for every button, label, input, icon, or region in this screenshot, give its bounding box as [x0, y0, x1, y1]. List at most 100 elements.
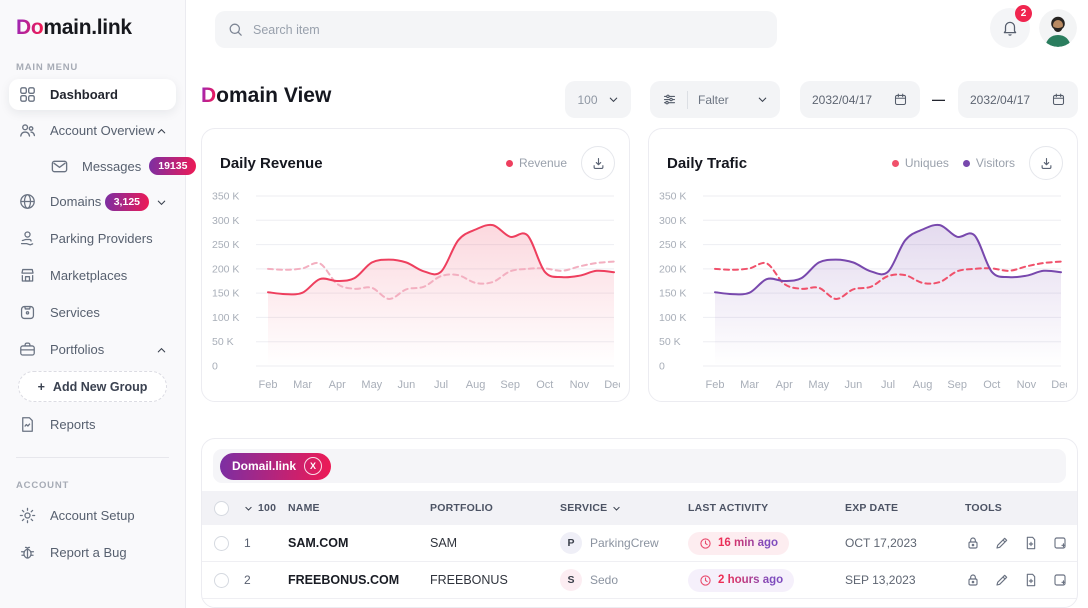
sidebar-item-report-a-bug[interactable]: Report a Bug: [9, 534, 176, 571]
logo-accent: Do: [16, 16, 44, 39]
page-title-accent: D: [201, 84, 217, 107]
legend-label: Uniques: [904, 156, 949, 170]
activity-pill: 16 min ago: [688, 531, 790, 555]
dashboard-icon: [18, 85, 37, 104]
svg-text:50 K: 50 K: [212, 336, 234, 348]
svg-text:Mar: Mar: [740, 379, 759, 391]
row-checkbox[interactable]: [214, 535, 229, 551]
sidebar-item-parking-providers[interactable]: Parking Providers: [9, 220, 176, 257]
sidebar-item-messages[interactable]: Messages 19135: [9, 149, 197, 183]
svg-text:50 K: 50 K: [659, 336, 681, 348]
table-row: 2 FREEBONUS.COM FREEBONUS S Sedo 2 hours …: [202, 562, 1077, 599]
search-icon: [227, 21, 244, 38]
row-checkbox[interactable]: [214, 572, 229, 588]
sidebar-item-marketplaces[interactable]: Marketplaces: [9, 257, 176, 294]
messages-count-badge: 19135: [149, 157, 197, 175]
edit-icon[interactable]: [994, 572, 1010, 588]
svg-text:200 K: 200 K: [212, 263, 239, 275]
sidebar-item-dashboard[interactable]: Dashboard: [9, 79, 176, 110]
sidebar-item-portfolios[interactable]: Portfolios: [9, 331, 176, 368]
filter-tag-label: Domail.link: [232, 459, 297, 473]
chevron-down-icon: [612, 504, 621, 513]
section-label-account: ACCOUNT: [16, 480, 70, 491]
date-to-picker[interactable]: 2032/04/17: [958, 81, 1078, 118]
svg-text:May: May: [808, 379, 829, 391]
reports-icon: [18, 415, 37, 434]
notifications-button[interactable]: 2: [990, 5, 1032, 48]
svg-text:Apr: Apr: [329, 379, 346, 391]
svg-text:Sep: Sep: [947, 379, 967, 391]
service-cell: S Sedo: [560, 569, 688, 591]
column-header-service[interactable]: SERVICE: [560, 502, 688, 514]
messages-icon: [50, 157, 69, 176]
date-from-picker[interactable]: 2032/04/17: [800, 81, 920, 118]
svg-text:Feb: Feb: [706, 379, 725, 391]
row-number: 2: [244, 573, 251, 587]
svg-text:Aug: Aug: [913, 379, 933, 391]
date-to-value: 2032/04/17: [970, 92, 1031, 107]
svg-text:0: 0: [659, 361, 665, 373]
sidebar-item-label: Parking Providers: [50, 231, 153, 246]
sidebar-item-services[interactable]: Services: [9, 294, 176, 331]
service-name: Sedo: [590, 573, 619, 587]
sidebar-item-account-setup[interactable]: Account Setup: [9, 497, 176, 534]
row-number: 1: [244, 536, 251, 550]
services-icon: [18, 303, 37, 322]
download-chart-button[interactable]: [1029, 146, 1063, 180]
filter-tag-domail-link[interactable]: Domail.link X: [220, 452, 332, 480]
duplicate-icon[interactable]: [1052, 572, 1068, 588]
divider: [687, 90, 688, 109]
lock-icon[interactable]: [965, 535, 981, 551]
marketplaces-icon: [18, 266, 37, 285]
search-input[interactable]: [253, 22, 765, 37]
chart-title: Daily Trafic: [667, 154, 748, 172]
add-new-group-button[interactable]: + Add New Group: [18, 371, 167, 402]
remove-filter-icon[interactable]: X: [304, 457, 323, 475]
download-icon: [591, 156, 606, 171]
legend-label: Visitors: [975, 156, 1015, 170]
daily-revenue-card: Daily Revenue Revenue 350 K 300 K 250 K 200…: [201, 128, 630, 402]
sidebar-item-reports[interactable]: Reports: [9, 406, 176, 443]
activity-text: 16 min ago: [718, 537, 779, 549]
exp-date: SEP 13,2023: [845, 573, 916, 587]
section-label-main-menu: MAIN MENU: [16, 62, 79, 73]
sidebar-item-label: Messages: [82, 158, 142, 174]
sidebar-item-account-overview[interactable]: Account Overview: [9, 112, 176, 149]
user-avatar[interactable]: [1039, 9, 1077, 47]
domains-table-card: Domail.link X 100 NAME PORTFOLIO SERVICE…: [201, 438, 1078, 608]
page-size-dropdown[interactable]: 100: [565, 81, 631, 118]
active-filters-strip: Domail.link X: [213, 449, 1066, 483]
column-header-count[interactable]: 100: [244, 502, 288, 514]
filter-sliders-icon: [662, 92, 677, 107]
column-header-portfolio: PORTFOLIO: [430, 502, 494, 514]
sidebar-item-domains[interactable]: Domains 3,125: [9, 183, 176, 220]
svg-text:350 K: 350 K: [212, 191, 239, 203]
activity-text: 2 hours ago: [718, 574, 784, 586]
svg-text:250 K: 250 K: [212, 239, 239, 251]
svg-text:Feb: Feb: [259, 379, 278, 391]
calendar-icon: [1051, 92, 1066, 107]
tools-cell: [965, 572, 1077, 588]
edit-icon[interactable]: [994, 535, 1010, 551]
add-note-icon[interactable]: [1023, 535, 1039, 551]
lock-icon[interactable]: [965, 572, 981, 588]
download-chart-button[interactable]: [581, 146, 615, 180]
tools-cell: [965, 535, 1077, 551]
select-all-checkbox[interactable]: [214, 500, 229, 516]
table-row: 1 SAM.COM SAM P ParkingCrew 16 min ago OC…: [202, 525, 1077, 562]
domains-count-badge: 3,125: [104, 192, 149, 211]
filter-dropdown[interactable]: Falter: [650, 81, 780, 118]
filter-label: Falter: [698, 92, 729, 107]
add-note-icon[interactable]: [1023, 572, 1039, 588]
service-initial-badge: S: [560, 569, 582, 591]
account-overview-icon: [18, 121, 37, 140]
date-from-value: 2032/04/17: [812, 92, 873, 107]
sidebar-item-label: Domains: [50, 194, 102, 209]
exp-date: OCT 17,2023: [845, 536, 917, 550]
activity-pill: 2 hours ago: [688, 568, 795, 592]
chevron-down-icon: [757, 94, 768, 105]
duplicate-icon[interactable]: [1052, 535, 1068, 551]
svg-text:Oct: Oct: [983, 379, 1000, 391]
svg-text:350 K: 350 K: [659, 191, 686, 203]
svg-text:Aug: Aug: [466, 379, 486, 391]
